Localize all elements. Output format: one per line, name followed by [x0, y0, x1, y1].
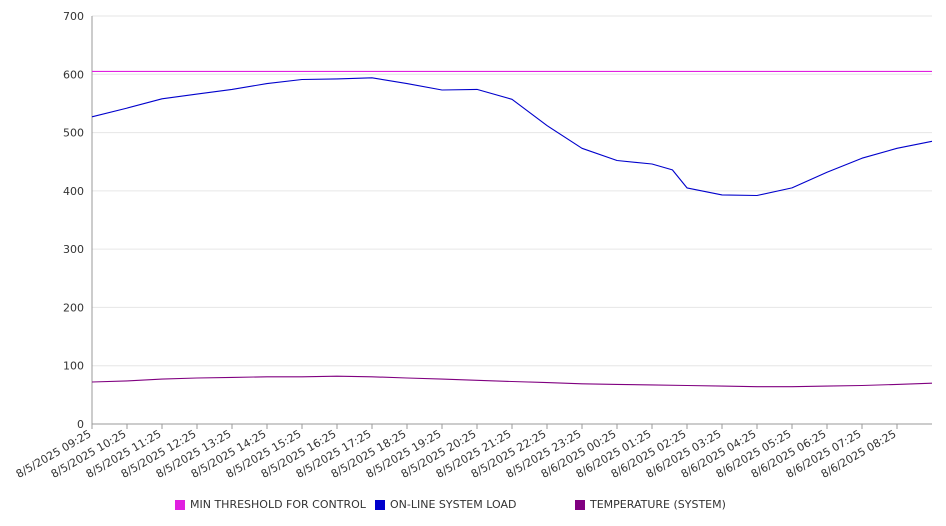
axes — [91, 16, 932, 425]
legend-label-system-load: ON-LINE SYSTEM LOAD — [390, 498, 517, 511]
legend-item-system-load[interactable]: ON-LINE SYSTEM LOAD — [375, 498, 516, 511]
legend-label-temperature: TEMPERATURE (SYSTEM) — [590, 498, 726, 511]
y-tick-labels: 0 100 200 300 400 500 600 700 — [63, 10, 84, 431]
legend-swatch-threshold — [175, 499, 185, 510]
y-tick-label: 300 — [63, 243, 84, 256]
y-tick-label: 700 — [63, 10, 84, 23]
grid-lines — [92, 15, 932, 367]
series-line-temperature — [91, 375, 933, 388]
series-lines — [91, 70, 933, 388]
y-tick-label: 500 — [63, 127, 84, 140]
legend-item-threshold[interactable]: MIN THRESHOLD FOR CONTROL — [175, 498, 366, 511]
y-tick-label: 0 — [77, 418, 84, 431]
y-tick-label: 200 — [63, 301, 84, 314]
series-line-system-load — [91, 77, 933, 197]
legend-swatch-temperature — [575, 499, 585, 510]
legend-swatch-system-load — [375, 499, 385, 510]
y-tick-label: 400 — [63, 185, 84, 198]
y-tick-label: 100 — [63, 360, 84, 373]
y-tick-label: 600 — [63, 68, 84, 81]
x-tick-labels: 8/5/2025 09:258/5/2025 10:258/5/2025 11:… — [14, 424, 899, 481]
legend-item-temperature[interactable]: TEMPERATURE (SYSTEM) — [575, 498, 726, 511]
legend-label-threshold: MIN THRESHOLD FOR CONTROL — [190, 498, 366, 511]
legend: MIN THRESHOLD FOR CONTROL ON-LINE SYSTEM… — [0, 498, 946, 516]
line-chart: 0 100 200 300 400 500 600 700 8/5/2025 09:258/5… — [14, 10, 933, 481]
